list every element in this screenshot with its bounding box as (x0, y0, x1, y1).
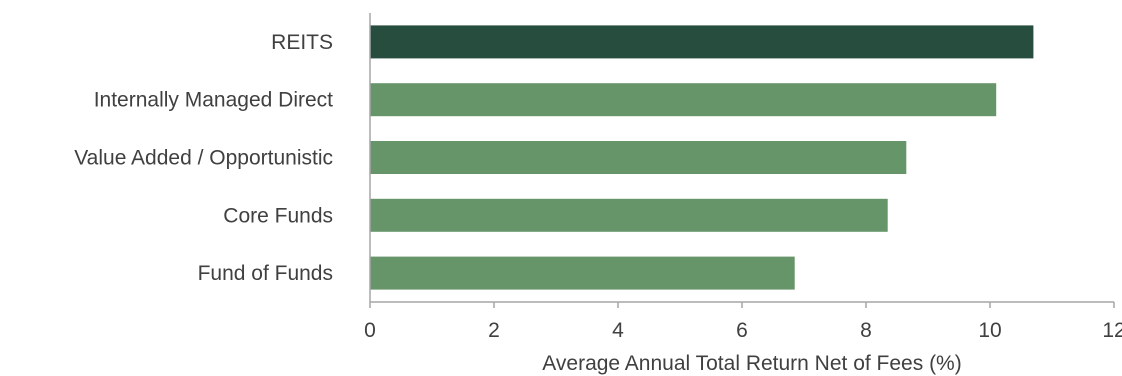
category-labels: REITS Internally Managed Direct Value Adde… (74, 31, 333, 285)
x-axis-title: Average Annual Total Return Net of Fees … (542, 352, 961, 375)
x-tick-label-8: 8 (860, 319, 872, 342)
category-label-fund-of-funds: Fund of Funds (198, 262, 333, 285)
category-label-core-funds: Core Funds (223, 204, 333, 227)
category-label-internally-managed-direct: Internally Managed Direct (94, 89, 333, 112)
x-tick-label-6: 6 (736, 319, 748, 342)
category-label-value-added-opportunistic: Value Added / Opportunistic (74, 147, 333, 170)
bar-core-funds (370, 198, 888, 232)
bars-layer (370, 25, 1034, 290)
bar-reits (370, 25, 1034, 59)
x-axis: 0 2 4 6 8 10 12 (364, 13, 1122, 342)
x-tick-label-12: 12 (1102, 319, 1122, 342)
x-tick-label-0: 0 (364, 319, 376, 342)
x-tick-label-4: 4 (612, 319, 624, 342)
bar-internally-managed-direct (370, 83, 997, 117)
x-tick-label-10: 10 (978, 319, 1001, 342)
bar-fund-of-funds (370, 256, 795, 290)
category-label-reits: REITS (271, 31, 333, 54)
bar-value-added-opportunistic (370, 141, 907, 174)
x-tick-label-2: 2 (488, 319, 500, 342)
